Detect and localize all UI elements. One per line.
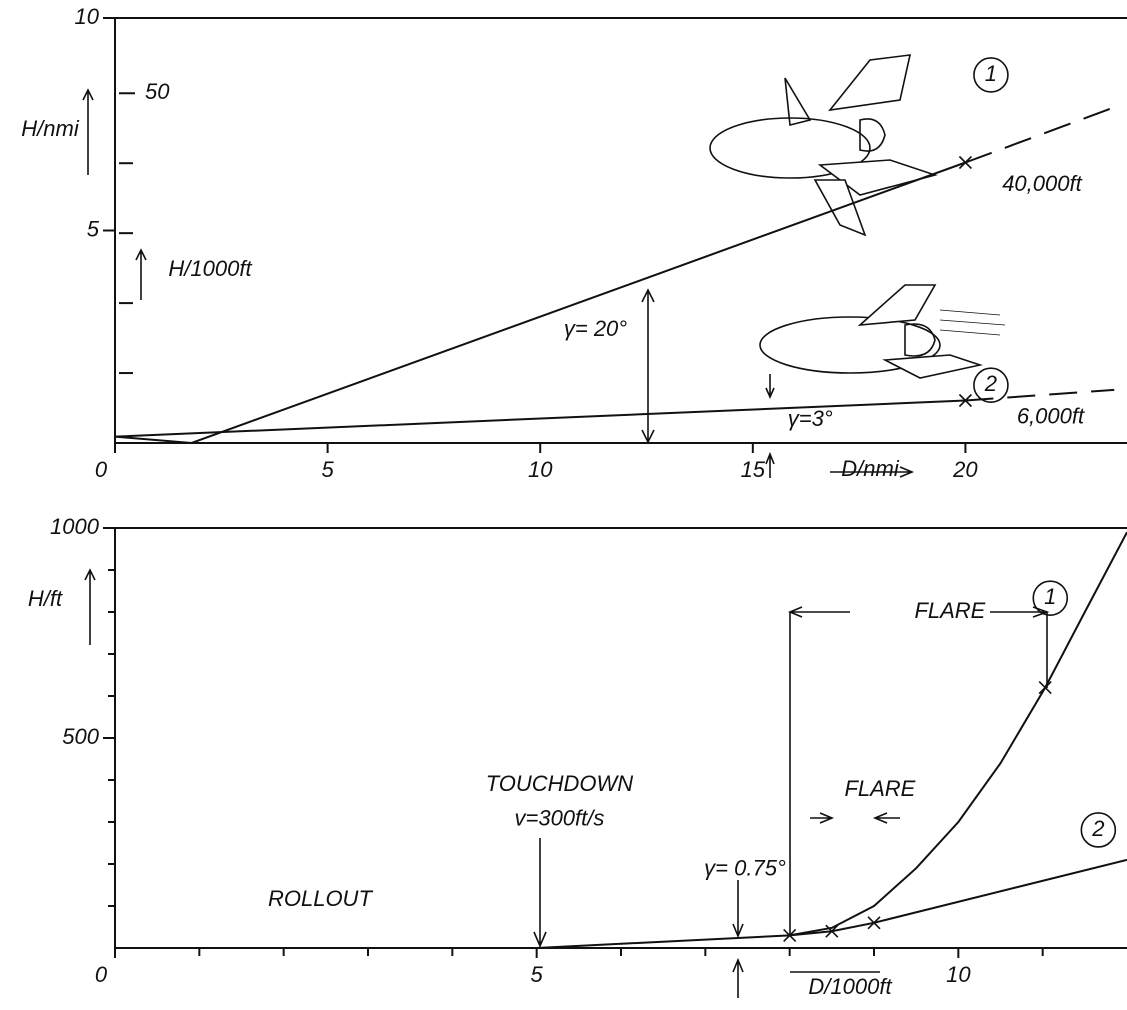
point-marker — [958, 155, 972, 170]
y2-tick-label: 50 — [145, 79, 170, 104]
y-axis-label: H/nmi — [21, 116, 80, 141]
annotation: TOUCHDOWN — [486, 771, 634, 796]
annotation: ROLLOUT — [268, 886, 373, 911]
point-marker — [825, 924, 839, 938]
annotation-circle — [973, 57, 1009, 93]
point-marker — [1038, 681, 1052, 695]
annotation: v=300ft/s — [514, 806, 604, 831]
series-line — [114, 399, 966, 438]
annotation: 1 — [985, 61, 997, 86]
annotation-circle — [1032, 580, 1069, 616]
x-tick-label: 0 — [95, 962, 108, 987]
series-line — [789, 531, 1127, 937]
point-marker — [958, 393, 972, 408]
x-tick-label: 5 — [531, 962, 544, 987]
annotation: γ= 0.75° — [704, 856, 786, 881]
airplane-2 — [759, 284, 1006, 379]
annotation: FLARE — [844, 776, 915, 801]
x-axis-label: D/nmi — [841, 456, 900, 481]
point-marker — [783, 928, 797, 942]
x-tick-label: 0 — [95, 457, 108, 482]
x-tick-label: 10 — [528, 457, 553, 482]
series-line — [114, 161, 966, 445]
annotation: γ=3° — [788, 406, 833, 431]
y-axis-label: H/ft — [28, 586, 63, 611]
x-tick-label: 5 — [321, 457, 334, 482]
annotation: 2 — [984, 371, 997, 396]
y2-axis-label: H/1000ft — [168, 256, 252, 281]
annotation-circle — [973, 367, 1009, 404]
annotation: 2 — [1091, 816, 1104, 841]
series-line — [115, 858, 1127, 949]
point-marker — [867, 916, 881, 930]
y-tick-label: 1000 — [50, 514, 100, 539]
x-tick-label: 20 — [952, 457, 978, 482]
annotation: 40,000ft — [1002, 171, 1082, 196]
annotation: FLARE — [914, 598, 985, 623]
series-line — [965, 106, 1115, 164]
series-line — [965, 388, 1115, 402]
x-axis-label: D/1000ft — [808, 974, 892, 999]
y-tick-label: 5 — [87, 216, 100, 241]
y-tick-label: 500 — [62, 724, 99, 749]
annotation: γ= 20° — [564, 316, 627, 341]
annotation: 6,000ft — [1017, 404, 1085, 429]
dimension-arrows — [82, 88, 1050, 998]
annotation: 1 — [1044, 584, 1056, 609]
x-tick-label: 10 — [946, 962, 971, 987]
x-tick-label: 15 — [741, 457, 766, 482]
y-tick-label: 10 — [75, 4, 100, 29]
annotation-circle — [1080, 812, 1117, 848]
airplane-1 — [709, 54, 938, 237]
